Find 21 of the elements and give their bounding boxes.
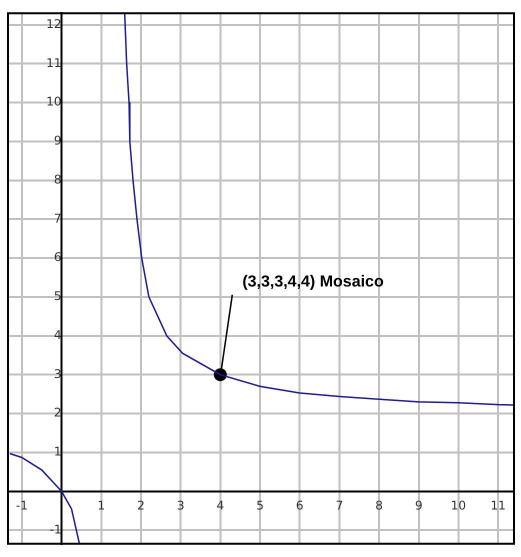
x-tick-label: 6 <box>296 498 304 513</box>
y-tick-label: 1 <box>54 444 62 459</box>
y-tick-label: 5 <box>54 289 62 304</box>
y-tick-label: 3 <box>54 366 62 381</box>
x-tick-label: 3 <box>176 498 184 513</box>
x-tick-label: 7 <box>336 498 344 513</box>
y-tick-label: 12 <box>46 16 62 31</box>
x-tick-label: 11 <box>490 498 506 513</box>
x-tick-label: 9 <box>414 498 423 513</box>
y-tick-label: -1 <box>50 522 62 536</box>
x-tick-label: 8 <box>375 498 383 513</box>
x-tick-label: 5 <box>256 498 264 513</box>
x-tick-label: 10 <box>450 498 466 513</box>
annotation: (3,3,3,4,4) Mosaico <box>242 274 384 291</box>
x-tick-label: 1 <box>97 498 106 513</box>
x-tick-label: 4 <box>216 498 224 513</box>
y-tick-label: 2 <box>54 406 62 420</box>
x-tick-label: -1 <box>16 498 28 513</box>
y-tick-label: 11 <box>46 56 62 70</box>
y-tick-label: 7 <box>54 211 62 226</box>
x-tick-label: 2 <box>137 498 145 513</box>
